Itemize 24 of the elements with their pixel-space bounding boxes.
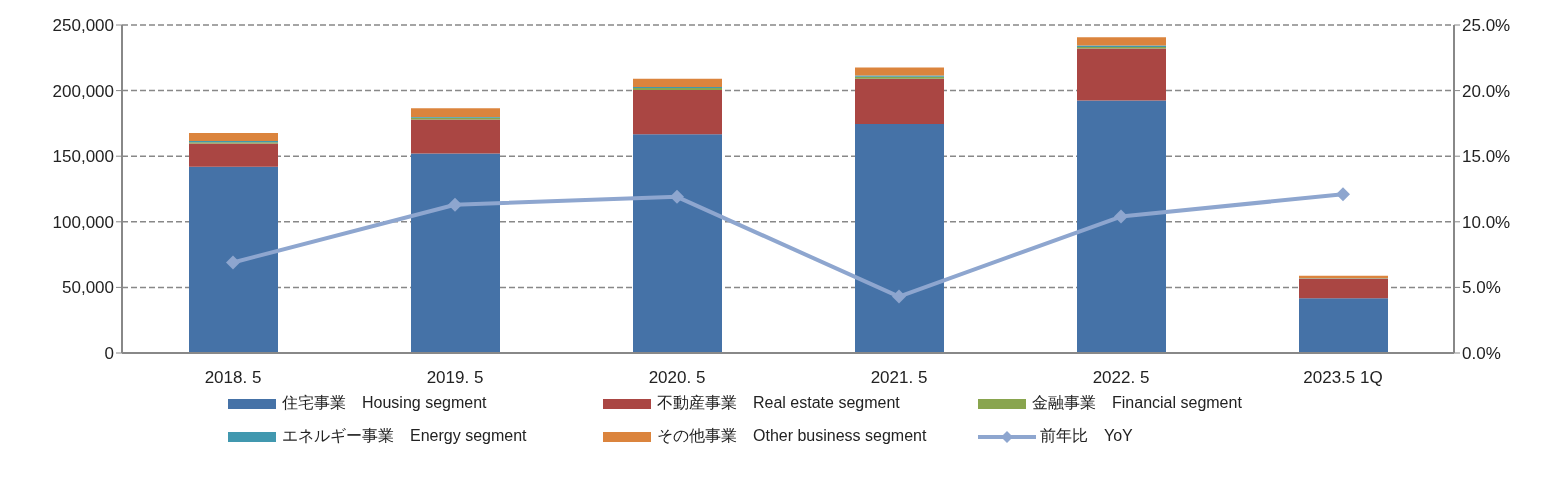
y-tick-label: 50,000 (62, 278, 114, 298)
y2-tick-label: 5.0% (1462, 278, 1501, 298)
legend-label: 金融事業 Financial segment (1032, 393, 1242, 413)
y2-tick-label: 0.0% (1462, 344, 1501, 364)
y-tick-label: 250,000 (52, 16, 114, 36)
y2-tick-label: 25.0% (1462, 16, 1511, 36)
legend-label: 住宅事業 Housing segment (282, 393, 487, 413)
y-tick-label: 200,000 (52, 81, 114, 101)
y2-tick-label: 15.0% (1462, 147, 1511, 167)
x-tick-label: 2023.5 1Q (1303, 368, 1383, 388)
x-tick-label: 2020. 5 (648, 368, 706, 388)
legend-label: エネルギー事業 Energy segment (282, 426, 527, 446)
legend-label: 不動産事業 Real estate segment (657, 393, 900, 413)
y-tick-label: 0 (104, 344, 114, 364)
legend-label: 前年比 YoY (1040, 426, 1133, 446)
y-tick-label: 100,000 (52, 212, 114, 232)
legend-label: その他事業 Other business segment (657, 426, 927, 446)
x-tick-label: 2019. 5 (426, 368, 484, 388)
y-tick-label: 150,000 (52, 147, 114, 167)
y2-tick-label: 10.0% (1462, 212, 1511, 232)
x-tick-label: 2022. 5 (1092, 368, 1150, 388)
x-tick-label: 2021. 5 (870, 368, 928, 388)
x-tick-label: 2018. 5 (204, 368, 262, 388)
y2-tick-label: 20.0% (1462, 81, 1511, 101)
